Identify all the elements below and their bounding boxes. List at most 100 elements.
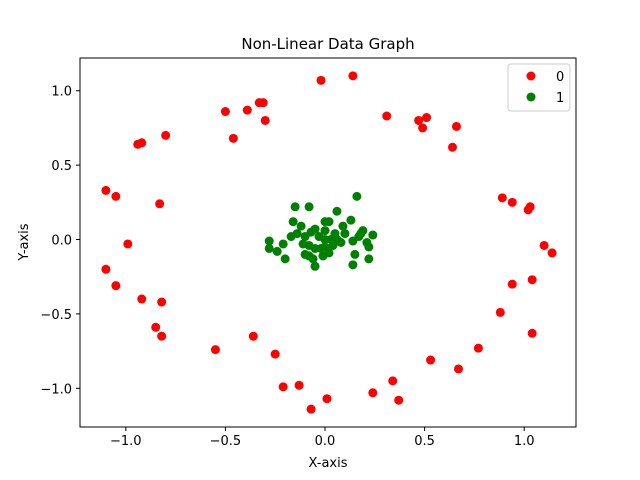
scatter-point-series-0 bbox=[368, 388, 378, 398]
scatter-point-series-1 bbox=[324, 248, 334, 258]
scatter-point-series-1 bbox=[320, 226, 330, 236]
scatter-point-series-0 bbox=[111, 191, 121, 201]
scatter-point-series-0 bbox=[418, 123, 428, 133]
scatter-point-series-0 bbox=[547, 248, 557, 258]
x-ticks: −1.0 −0.5 0.0 0.5 1.0 bbox=[110, 427, 535, 449]
scatter-point-series-1 bbox=[364, 254, 374, 264]
scatter-point-series-0 bbox=[527, 275, 537, 285]
x-tick-label: −1.0 bbox=[110, 434, 142, 449]
scatter-point-series-0 bbox=[388, 376, 398, 386]
scatter-point-series-0 bbox=[157, 331, 167, 341]
scatter-point-series-1 bbox=[332, 235, 342, 245]
scatter-point-series-0 bbox=[258, 98, 268, 108]
scatter-point-series-0 bbox=[495, 307, 505, 317]
scatter-point-series-1 bbox=[368, 230, 378, 240]
scatter-point-series-0 bbox=[151, 322, 161, 332]
y-tick-label: −1.0 bbox=[40, 382, 72, 397]
scatter-point-series-0 bbox=[270, 349, 280, 359]
scatter-point-series-0 bbox=[453, 364, 463, 374]
scatter-point-series-0 bbox=[394, 395, 404, 405]
scatter-point-series-1 bbox=[310, 261, 320, 271]
scatter-point-series-0 bbox=[422, 113, 432, 123]
scatter-point-series-1 bbox=[304, 202, 314, 212]
legend: 0 1 bbox=[507, 63, 571, 112]
scatter-point-series-1 bbox=[280, 254, 290, 264]
scatter-point-series-1 bbox=[340, 229, 350, 239]
scatter-point-series-0 bbox=[111, 281, 121, 291]
y-tick-label: −0.5 bbox=[40, 308, 72, 323]
scatter-point-series-1 bbox=[338, 221, 348, 231]
scatter-point-series-0 bbox=[306, 404, 316, 414]
scatter-point-series-1 bbox=[348, 260, 358, 270]
legend-label-series-1: 1 bbox=[556, 91, 564, 106]
scatter-point-series-0 bbox=[220, 107, 230, 117]
legend-label-series-0: 0 bbox=[556, 70, 564, 85]
x-tick-label: −0.5 bbox=[210, 434, 242, 449]
scatter-point-series-1 bbox=[278, 239, 288, 249]
points-layer bbox=[101, 71, 557, 414]
scatter-point-series-0 bbox=[210, 345, 220, 355]
y-tick-label: 0.5 bbox=[51, 159, 72, 174]
chart-title: Non-Linear Data Graph bbox=[241, 35, 414, 53]
scatter-point-series-1 bbox=[324, 217, 334, 227]
scatter-point-series-1 bbox=[350, 249, 360, 259]
scatter-point-series-1 bbox=[316, 243, 326, 253]
scatter-point-series-1 bbox=[354, 232, 364, 242]
legend-marker-series-1 bbox=[526, 92, 536, 102]
scatter-point-series-1 bbox=[308, 254, 318, 264]
scatter-point-series-0 bbox=[248, 331, 258, 341]
scatter-point-series-0 bbox=[322, 394, 332, 404]
scatter-point-series-1 bbox=[300, 249, 310, 259]
scatter-point-series-0 bbox=[382, 111, 392, 121]
scatter-point-series-0 bbox=[294, 380, 304, 390]
x-tick-label: 0.0 bbox=[315, 434, 336, 449]
scatter-point-series-0 bbox=[497, 193, 507, 203]
scatter-point-series-0 bbox=[451, 121, 461, 131]
scatter-point-series-0 bbox=[228, 133, 238, 143]
scatter-point-series-0 bbox=[448, 142, 457, 152]
scatter-point-series-0 bbox=[157, 297, 167, 307]
scatter-point-series-0 bbox=[348, 71, 358, 81]
scatter-point-series-1 bbox=[296, 221, 306, 231]
scatter-point-series-0 bbox=[507, 279, 517, 289]
scatter-point-series-0 bbox=[278, 382, 288, 392]
scatter-point-series-1 bbox=[290, 202, 300, 212]
scatter-point-series-0 bbox=[260, 115, 270, 125]
scatter-point-series-0 bbox=[539, 240, 549, 250]
scatter-point-series-0 bbox=[155, 199, 165, 209]
scatter-point-series-1 bbox=[272, 246, 282, 256]
x-axis-title: X-axis bbox=[309, 456, 348, 471]
scatter-point-series-0 bbox=[426, 355, 436, 365]
scatter-point-series-1 bbox=[314, 232, 324, 242]
y-tick-label: 0.0 bbox=[51, 234, 72, 249]
scatter-point-series-0 bbox=[101, 185, 111, 195]
scatter-point-series-1 bbox=[346, 215, 356, 225]
plot-frame bbox=[79, 57, 577, 428]
scatter-point-series-0 bbox=[137, 294, 147, 304]
legend-box bbox=[507, 63, 571, 112]
x-tick-label: 0.5 bbox=[414, 434, 435, 449]
scatter-point-series-0 bbox=[316, 75, 326, 85]
scatter-point-series-1 bbox=[264, 236, 274, 246]
scatter-point-series-1 bbox=[300, 232, 310, 242]
legend-marker-series-0 bbox=[526, 71, 536, 81]
scatter-point-series-0 bbox=[137, 138, 147, 148]
scatter-point-series-1 bbox=[288, 217, 298, 227]
scatter-point-series-0 bbox=[242, 105, 252, 115]
scatter-point-series-1 bbox=[286, 232, 296, 242]
scatter-point-series-0 bbox=[527, 328, 537, 338]
scatter-point-series-0 bbox=[123, 239, 133, 249]
y-axis-title: Y-axis bbox=[17, 223, 32, 261]
scatter-point-series-0 bbox=[161, 130, 171, 140]
scatter-point-series-1 bbox=[332, 206, 342, 216]
scatter-point-series-1 bbox=[264, 243, 274, 253]
scatter-point-series-0 bbox=[473, 343, 483, 353]
scatter-point-series-0 bbox=[414, 115, 424, 125]
y-ticks: −1.0 −0.5 0.0 0.5 1.0 bbox=[40, 85, 80, 397]
scatter-point-series-0 bbox=[525, 202, 535, 212]
scatter-point-series-0 bbox=[101, 264, 111, 274]
y-tick-label: 1.0 bbox=[51, 85, 72, 100]
scatter-point-series-0 bbox=[507, 197, 517, 207]
